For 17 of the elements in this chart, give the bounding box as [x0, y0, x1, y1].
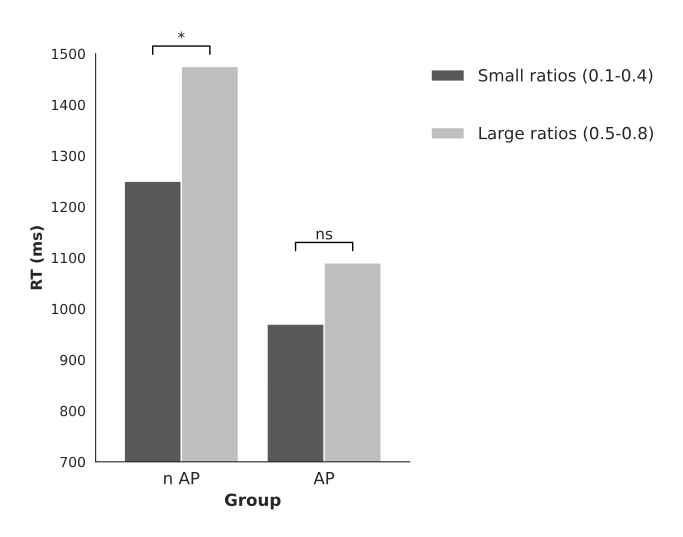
y-tick-label: 1300 — [52, 150, 85, 162]
y-axis-title: RT (ms) — [30, 226, 44, 290]
y-tick-label: 1200 — [52, 202, 85, 212]
text: * — [178, 32, 185, 38]
x-tick-label: AP — [314, 472, 334, 484]
x-axis-title: Group — [224, 494, 281, 510]
y-tick-label: 1500 — [52, 48, 85, 60]
y-tick-label: 1000 — [52, 304, 85, 314]
y-tick-label: 700 — [60, 456, 85, 468]
x-tick-label: n AP — [164, 472, 200, 484]
legend-label: Small ratios (0.1-0.4) — [478, 68, 652, 84]
legend-label: Large ratios (0.5-0.8) — [479, 126, 653, 143]
y-tick-label: 1400 — [52, 100, 85, 110]
y-tick-label: 900 — [60, 354, 85, 366]
y-tick-label: 800 — [60, 406, 85, 416]
annotation: ns — [316, 230, 332, 240]
y-tick-label: 1100 — [52, 252, 85, 264]
